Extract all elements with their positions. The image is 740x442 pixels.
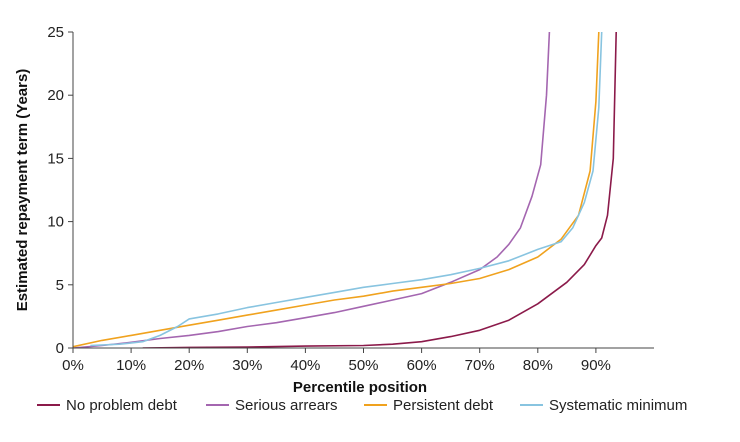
x-tick-label: 80%	[523, 357, 553, 374]
x-tick-label: 20%	[174, 357, 204, 374]
y-tick-label: 20	[47, 87, 64, 104]
x-tick-label: 60%	[407, 357, 437, 374]
y-tick-label: 0	[56, 340, 64, 357]
y-tick-label: 15	[47, 150, 64, 167]
plot-area	[73, 31, 617, 348]
x-tick-label: 0%	[62, 357, 84, 374]
x-tick-label: 70%	[465, 357, 495, 374]
legend: No problem debt Serious arrears Persistent…	[37, 397, 687, 414]
x-tick-label: 90%	[581, 357, 611, 374]
series-line-persistent-debt	[73, 31, 600, 348]
series-line-serious-arrears	[73, 31, 551, 348]
series-line-no-problem-debt	[142, 31, 617, 348]
legend-label-systematic-minimum: Systematic minimum	[549, 397, 687, 414]
legend-label-persistent-debt: Persistent debt	[393, 397, 494, 414]
series-line-systematic-minimum	[90, 31, 603, 347]
x-axis-title: Percentile position	[293, 379, 427, 396]
axes	[72, 32, 654, 349]
x-axis-ticks: 0% 10% 20% 30% 40% 50% 60% 70% 80% 90%	[62, 348, 611, 374]
legend-label-serious-arrears: Serious arrears	[235, 397, 338, 414]
x-tick-label: 30%	[232, 357, 262, 374]
x-tick-label: 10%	[116, 357, 146, 374]
y-tick-label: 10	[47, 214, 64, 231]
x-tick-label: 50%	[348, 357, 378, 374]
y-tick-label: 5	[56, 277, 64, 294]
y-axis-title: Estimated repayment term (Years)	[14, 69, 31, 312]
y-tick-label: 25	[47, 24, 64, 41]
y-axis-ticks: 0 5 10 15 20 25	[47, 24, 73, 357]
legend-label-no-problem-debt: No problem debt	[66, 397, 178, 414]
x-tick-label: 40%	[290, 357, 320, 374]
